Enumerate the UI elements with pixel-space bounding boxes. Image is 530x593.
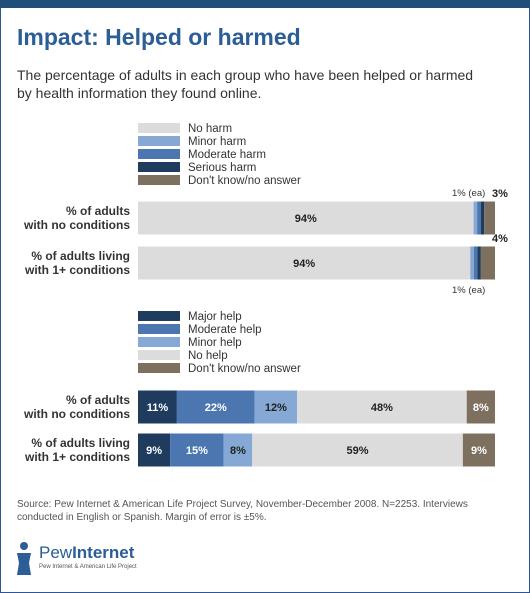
bar-value-label-1-1-0: 9%: [146, 445, 162, 457]
bar-segment-0-1-0: [138, 246, 471, 280]
bar-value-label-1-0-2: 12%: [265, 402, 287, 414]
bar-segment-0-1-1: [470, 246, 474, 280]
bar-segment-1-0-3: [297, 390, 467, 424]
dk-label-top: 3%: [492, 188, 508, 200]
legend-label-0-1: Minor harm: [188, 136, 246, 148]
bar-value-label-1-1-1: 15%: [186, 445, 208, 457]
bar-segment-1-0-4: [466, 390, 495, 424]
logo-tagline: Pew Internet & American Life Project: [39, 564, 137, 570]
row-label-1-1-0: % of adults living: [31, 436, 130, 450]
bar-segment-0-0-3: [480, 201, 485, 235]
legend-label-0-0: No harm: [188, 123, 232, 135]
bar-segment-0-1-3: [477, 246, 481, 280]
logo-word-internet: Internet: [72, 543, 135, 562]
legend-label-1-2: Minor help: [188, 337, 242, 349]
bar-value-label-1-1-3: 59%: [347, 445, 369, 457]
bar-segment-1-0-1: [176, 390, 255, 424]
dk-label-bottom: 4%: [492, 233, 508, 245]
legend-swatch-0-1: [138, 136, 180, 146]
row-label-0-1-0: % of adults living: [31, 249, 130, 263]
bar-segment-0-1-4: [480, 246, 495, 280]
bar-value-label-1-0-0: 11%: [147, 402, 169, 414]
legend-swatch-0-0: [138, 123, 180, 133]
bar-segment-0-0-2: [477, 201, 481, 235]
row-label-1-1-1: with 1+ conditions: [24, 450, 130, 464]
row-label-0-0-1: with no conditions: [23, 218, 130, 232]
chart-title: Impact: Helped or harmed: [17, 24, 301, 50]
top-bar: [0, 0, 530, 8]
legend-swatch-1-4: [138, 363, 180, 373]
source-note: Source: Pew Internet & American Life Pro…: [17, 499, 468, 523]
logo-word-pew: Pew: [39, 543, 73, 562]
legend-label-1-4: Don't know/no answer: [188, 363, 301, 375]
bar-value-label-1-1-4: 9%: [471, 445, 487, 457]
legend-label-0-2: Moderate harm: [188, 149, 266, 161]
bar-segment-1-0-0: [138, 390, 177, 424]
row-label-0-1-1: with 1+ conditions: [24, 263, 130, 277]
bar-value-label-1-0-3: 48%: [371, 402, 393, 414]
legend-swatch-1-1: [138, 324, 180, 334]
legend-label-0-3: Serious harm: [188, 162, 256, 174]
chart-subtitle: The percentage of adults in each group w…: [17, 67, 474, 101]
ea-label-top: 1% (ea): [452, 188, 485, 199]
bar-segment-1-1-4: [462, 433, 495, 467]
bar-segment-0-0-1: [473, 201, 478, 235]
row-label-1-0-1: with no conditions: [23, 407, 130, 421]
logo-wordmark: PewInternet: [39, 543, 134, 563]
bar-segment-1-0-2: [254, 390, 298, 424]
bar-segment-1-1-0: [138, 433, 171, 467]
legend-label-0-4: Don't know/no answer: [188, 175, 301, 187]
legend-swatch-0-2: [138, 149, 180, 159]
legend-swatch-1-0: [138, 311, 180, 321]
bar-value-label-1-0-1: 22%: [205, 402, 227, 414]
bar-value-label-1-1-2: 8%: [230, 445, 246, 457]
bar-value-label-0-0: 94%: [295, 213, 317, 225]
bar-segment-0-0-0: [138, 201, 474, 235]
bar-value-label-1-0-4: 8%: [473, 402, 489, 414]
bar-segment-1-1-1: [170, 433, 224, 467]
legend-swatch-0-3: [138, 162, 180, 172]
legend-label-1-0: Major help: [188, 311, 242, 323]
legend-swatch-1-2: [138, 337, 180, 347]
bar-segment-1-1-3: [252, 433, 463, 467]
ea-label-bottom: 1% (ea): [452, 285, 485, 296]
bar-segment-1-1-2: [223, 433, 253, 467]
row-label-0-0-0: % of adults: [66, 204, 130, 218]
logo-figure-icon: [17, 542, 31, 575]
row-label-1-0-0: % of adults: [66, 393, 130, 407]
bar-segment-0-1-2: [473, 246, 478, 280]
pew-internet-logo: PewInternet Pew Internet & American Life…: [13, 541, 153, 581]
legend-label-1-1: Moderate help: [188, 324, 262, 336]
legend-swatch-0-4: [138, 175, 180, 185]
legend-label-1-3: No help: [188, 350, 228, 362]
legend-swatch-1-3: [138, 350, 180, 360]
bar-value-label-0-1: 94%: [293, 258, 315, 270]
bar-segment-0-0-4: [484, 201, 495, 235]
